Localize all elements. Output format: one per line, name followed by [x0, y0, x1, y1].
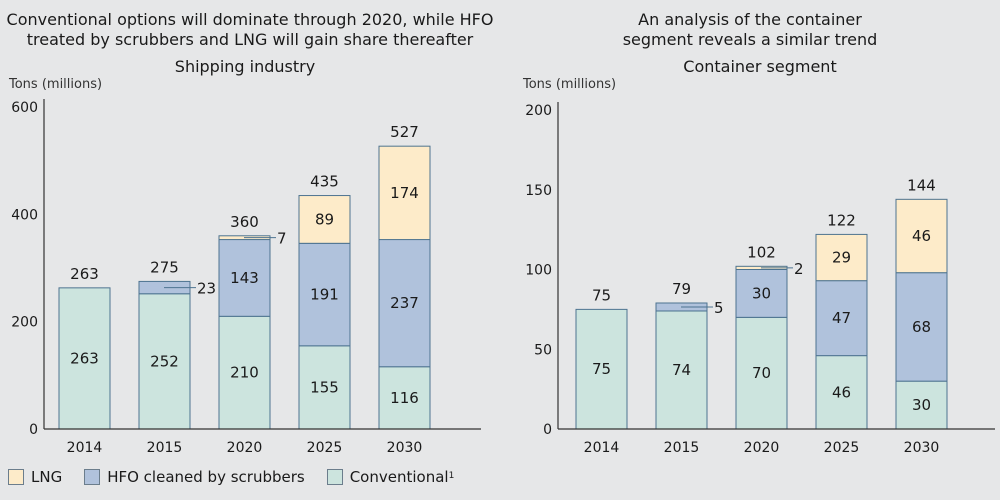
- y-tick-label-container-150: 150: [525, 183, 552, 199]
- legend-footnote-conventional: 1: [448, 471, 455, 481]
- total-label-container-2030: 144: [907, 176, 936, 194]
- bar-shipping-2025-conventional: [298, 345, 351, 430]
- y-tick-label-shipping-200: 200: [11, 315, 38, 331]
- data-label-container-2025-hfo: 47: [832, 309, 851, 327]
- data-label-container-2025-lng: 29: [832, 249, 851, 267]
- bar-shipping-2025-hfo: [298, 242, 351, 347]
- legend-label-conventional: Conventional: [349, 468, 449, 486]
- y-tick-label-container-100: 100: [525, 263, 552, 279]
- y-tick-label-container-50: 50: [534, 342, 552, 358]
- bar-container-2020-conventional: [735, 316, 788, 430]
- x-tick-label-shipping-2025: 2025: [307, 440, 343, 456]
- callout-label-container-2020-lng: 2: [794, 260, 804, 278]
- data-label-shipping-2025-hfo: 191: [310, 286, 339, 304]
- data-label-container-2020-conventional: 70: [752, 364, 771, 382]
- x-tick-label-shipping-2014: 2014: [67, 440, 103, 456]
- callout-label-shipping-2020-lng: 7: [277, 230, 287, 248]
- headline-shipping-line-2: treated by scrubbers and LNG will gain s…: [26, 30, 474, 49]
- total-label-shipping-2015: 275: [150, 258, 179, 276]
- y-tick-label-container-0: 0: [543, 422, 552, 438]
- callout-label-shipping-2015-hfo: 23: [197, 280, 216, 298]
- x-tick-label-container-2030: 2030: [904, 440, 940, 456]
- headline-container-line-2: segment reveals a similar trend: [622, 30, 878, 49]
- x-tick-label-shipping-2020: 2020: [227, 440, 263, 456]
- bar-container-2030-hfo: [895, 272, 948, 382]
- y-tick-label-shipping-600: 600: [11, 100, 38, 116]
- data-label-container-2015-conventional: 74: [672, 361, 691, 379]
- data-label-shipping-2025-conventional: 155: [310, 378, 339, 396]
- x-tick-label-container-2020: 2020: [744, 440, 780, 456]
- data-label-shipping-2015-conventional: 252: [150, 352, 179, 370]
- data-label-container-2025-conventional: 46: [832, 383, 851, 401]
- bar-container-2030-lng: [895, 198, 948, 274]
- data-label-container-2030-hfo: 68: [912, 318, 931, 336]
- legend-swatch-conventional: [326, 469, 343, 485]
- data-label-shipping-2030-conventional: 116: [390, 389, 419, 407]
- legend: LNG HFO cleaned by scrubbers Conventiona…: [8, 468, 476, 486]
- y-axis-label-container: Tons (millions): [523, 77, 617, 92]
- x-tick-label-container-2025: 2025: [824, 440, 860, 456]
- bar-container-2014-conventional: [575, 308, 628, 430]
- data-label-container-2020-hfo: 30: [752, 284, 771, 302]
- x-tick-label-shipping-2015: 2015: [147, 440, 183, 456]
- data-label-shipping-2025-lng: 89: [315, 210, 334, 228]
- legend-label-lng: LNG: [31, 468, 63, 486]
- bar-shipping-2030-lng: [378, 145, 431, 241]
- data-label-container-2030-conventional: 30: [912, 396, 931, 414]
- bar-shipping-2030-hfo: [378, 239, 431, 368]
- x-tick-label-container-2015: 2015: [664, 440, 700, 456]
- bar-container-2030-conventional: [895, 380, 948, 430]
- x-tick-label-shipping-2030: 2030: [387, 440, 423, 456]
- chart-title-shipping: Shipping industry: [174, 57, 316, 76]
- legend-item-conventional: Conventional 1: [326, 468, 455, 486]
- bar-container-2025-conventional: [815, 355, 868, 430]
- bar-shipping-2020-conventional: [218, 315, 271, 430]
- bar-shipping-2030-conventional: [378, 366, 431, 430]
- total-label-shipping-2020: 360: [230, 213, 259, 231]
- total-label-container-2025: 122: [827, 211, 856, 229]
- bar-container-2025-hfo: [815, 280, 868, 357]
- y-tick-label-shipping-400: 400: [11, 207, 38, 223]
- chart-title-container: Container segment: [683, 57, 837, 76]
- data-label-shipping-2030-hfo: 237: [390, 294, 419, 312]
- legend-label-hfo: HFO cleaned by scrubbers: [107, 468, 305, 486]
- total-label-shipping-2025: 435: [310, 173, 339, 191]
- headline-container: An analysis of the container segment rev…: [500, 10, 1000, 50]
- bar-shipping-2020-hfo: [218, 239, 271, 317]
- data-label-container-2014-conventional: 75: [592, 360, 611, 378]
- total-label-container-2014: 75: [592, 286, 611, 304]
- callout-label-container-2015-hfo: 5: [714, 299, 724, 317]
- y-tick-label-container-200: 200: [525, 103, 552, 119]
- total-label-container-2020: 102: [747, 243, 776, 261]
- total-label-shipping-2014: 263: [70, 265, 99, 283]
- headline-shipping: Conventional options will dominate throu…: [0, 10, 500, 50]
- data-label-shipping-2014-conventional: 263: [70, 349, 99, 367]
- legend-swatch-hfo: [84, 469, 101, 485]
- data-label-shipping-2030-lng: 174: [390, 184, 419, 202]
- y-axis-label-shipping: Tons (millions): [9, 77, 103, 92]
- total-label-shipping-2030: 527: [390, 123, 419, 141]
- headline-shipping-line-1: Conventional options will dominate throu…: [6, 10, 494, 29]
- legend-item-hfo: HFO cleaned by scrubbers: [84, 468, 305, 486]
- bar-shipping-2025-lng: [298, 195, 351, 244]
- data-label-container-2030-lng: 46: [912, 227, 931, 245]
- x-tick-label-container-2014: 2014: [584, 440, 620, 456]
- bar-shipping-2014-conventional: [58, 287, 111, 430]
- bar-container-2020-hfo: [735, 269, 788, 318]
- total-label-container-2015: 79: [672, 280, 691, 298]
- legend-item-lng: LNG: [8, 468, 62, 486]
- headline-container-line-1: An analysis of the container: [638, 10, 862, 29]
- bar-container-2025-lng: [815, 233, 868, 282]
- data-label-shipping-2020-conventional: 210: [230, 364, 259, 382]
- legend-swatch-lng: [8, 469, 24, 485]
- y-tick-label-shipping-0: 0: [29, 422, 38, 438]
- data-label-shipping-2020-hfo: 143: [230, 269, 259, 287]
